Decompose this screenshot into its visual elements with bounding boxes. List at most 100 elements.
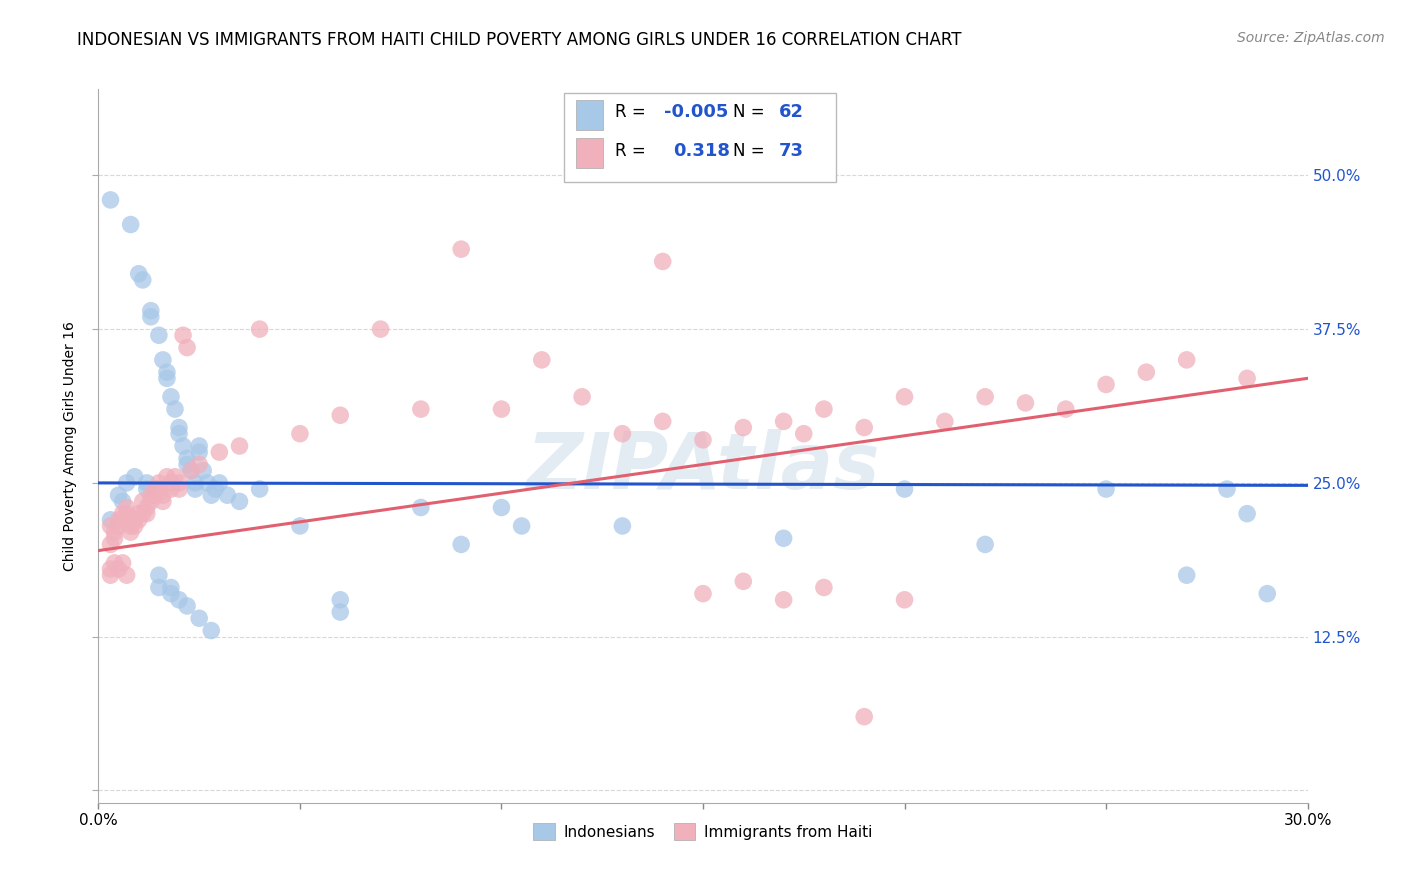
Point [100,562,122,576]
Point [180,464,202,478]
Point [128,507,150,521]
Text: N =: N = [734,103,770,121]
Point [450,242,472,256]
Point [853,709,876,723]
Point [167,482,190,496]
Point [163,469,186,483]
Point [510,519,533,533]
Point [143,482,166,496]
Point [612,426,634,441]
Point [156,371,179,385]
Point [249,322,271,336]
Point [1256,587,1278,601]
Point [160,587,183,601]
Point [124,519,146,533]
Point [208,445,231,459]
Point [228,494,250,508]
Point [228,439,250,453]
Point [103,525,125,540]
Point [176,451,198,466]
Point [152,488,174,502]
Point [160,482,183,496]
Point [139,488,162,502]
Point [692,587,714,601]
Point [167,592,190,607]
Point [148,581,170,595]
Point [100,519,122,533]
Point [152,352,174,367]
Point [1236,371,1258,385]
Point [934,414,956,428]
Point [148,568,170,582]
Point [1135,365,1157,379]
Point [793,426,815,441]
Point [893,390,915,404]
Point [100,513,122,527]
Point [188,439,211,453]
Text: 62: 62 [779,103,804,121]
Point [132,273,155,287]
Point [148,482,170,496]
Point [107,519,129,533]
Point [188,611,211,625]
Point [1014,396,1036,410]
Point [1236,507,1258,521]
Point [530,352,553,367]
Point [813,402,835,417]
Text: Source: ZipAtlas.com: Source: ZipAtlas.com [1237,31,1385,45]
Point [139,303,162,318]
Point [193,464,215,478]
Point [120,519,142,533]
Text: R =: R = [614,103,651,121]
Point [143,488,166,502]
Point [813,581,835,595]
Point [853,420,876,434]
Point [200,624,222,638]
Point [156,469,179,483]
Point [651,414,673,428]
Point [329,592,352,607]
Point [651,254,673,268]
Point [120,525,142,540]
Point [167,475,190,490]
Point [204,482,226,496]
Point [1095,377,1118,392]
Point [160,390,183,404]
Point [120,218,142,232]
Point [107,513,129,527]
Point [100,193,122,207]
Point [107,488,129,502]
FancyBboxPatch shape [576,137,603,168]
Point [733,420,755,434]
FancyBboxPatch shape [576,100,603,130]
Point [176,599,198,613]
Point [893,482,915,496]
Point [612,519,634,533]
Point [188,445,211,459]
Text: N =: N = [734,143,770,161]
Point [329,409,352,423]
Point [100,537,122,551]
Point [103,531,125,545]
Point [329,605,352,619]
Point [180,464,202,478]
Point [115,568,138,582]
Point [217,488,239,502]
Point [491,402,513,417]
Point [128,513,150,527]
Point [571,390,593,404]
Point [111,556,134,570]
Point [772,592,794,607]
Point [450,537,472,551]
Point [772,531,794,545]
Point [124,513,146,527]
Point [893,592,915,607]
FancyBboxPatch shape [564,93,837,182]
Point [139,310,162,324]
Point [156,365,179,379]
Point [135,500,157,515]
Point [733,574,755,589]
Point [148,328,170,343]
Point [135,507,157,521]
Point [974,390,997,404]
